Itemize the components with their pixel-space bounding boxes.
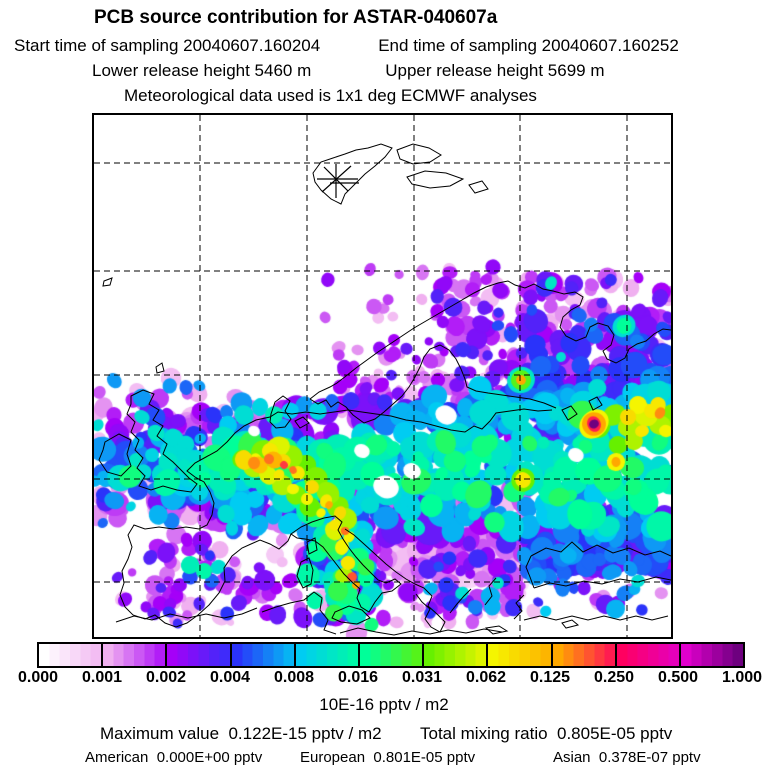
colorbar-segment: [486, 644, 551, 666]
coastline: [484, 577, 497, 606]
coastline: [309, 280, 671, 400]
colorbar-segment: [229, 644, 294, 666]
coastline: [530, 541, 671, 557]
coastline: [523, 615, 669, 621]
lower-release-text: Lower release height 5460 m: [92, 61, 312, 80]
colorbar-segment: [101, 644, 166, 666]
colorbar-units-label: 10E-16 pptv / m2: [319, 695, 449, 714]
sampling-times-line: Start time of sampling 20040607.160204 En…: [14, 36, 679, 56]
colorbar-segment: [293, 644, 358, 666]
coastline: [296, 557, 314, 589]
coastline: [406, 170, 465, 189]
colorbar-segment: [39, 644, 102, 666]
contribution-contour-field: [94, 115, 671, 637]
coastline: [396, 143, 442, 165]
map-overlay: [94, 115, 671, 637]
colorbar-tick-label: 0.500: [657, 669, 699, 686]
release-location-star-icon: [321, 165, 352, 193]
contour-map-frame: [92, 113, 673, 639]
coastline: [588, 396, 603, 411]
colorbar-segment: [614, 644, 679, 666]
colorbar-segment: [550, 644, 615, 666]
colorbar-tick-label: 0.004: [209, 669, 251, 686]
colorbar-segment: [422, 644, 487, 666]
coastline: [339, 627, 503, 636]
coastline: [484, 625, 509, 635]
colorbar-tick-label: 0.125: [529, 669, 571, 686]
coastline: [261, 591, 337, 635]
coastline: [309, 344, 557, 424]
colorbar-tick-label: 0.016: [337, 669, 379, 686]
met-data-line: Meteorological data used is 1x1 deg ECMW…: [124, 86, 537, 105]
colorbar-tick-label: 0.001: [81, 669, 123, 686]
colorbar-tick-label: 0.002: [145, 669, 187, 686]
colorbar: [37, 642, 745, 668]
colorbar-tick-label: 0.000: [17, 669, 59, 686]
total-mixing-ratio-text: Total mixing ratio 0.805E-05 pptv: [420, 724, 673, 743]
colorbar-tick-label: 0.062: [465, 669, 507, 686]
coastline: [312, 143, 393, 205]
coastline: [468, 180, 489, 194]
coastline: [98, 433, 132, 477]
coastline: [525, 555, 535, 589]
coastline: [449, 588, 472, 614]
colorbar-tick-label: 1.000: [721, 669, 763, 686]
coastline: [331, 605, 371, 625]
coastline: [306, 537, 318, 555]
coastline: [155, 362, 165, 374]
coastline: [344, 528, 446, 633]
coastline: [119, 408, 553, 628]
upper-release-text: Upper release height 5699 m: [385, 61, 605, 80]
coastline: [269, 395, 292, 429]
release-heights-line: Lower release height 5460 m Upper release…: [92, 61, 605, 81]
american-contribution-text: American 0.000E+00 pptv: [85, 749, 263, 766]
coastline: [115, 607, 258, 623]
coastline: [533, 576, 671, 589]
coastline: [561, 619, 580, 629]
colorbar-segment: [678, 644, 744, 666]
coastline: [102, 277, 113, 287]
coastline: [294, 416, 310, 429]
coastline: [290, 515, 402, 613]
colorbar-tick-labels: 0.000 0.001 0.002 0.004 0.008 0.016 0.031 0.062…: [0, 669, 768, 687]
colorbar-tick-label: 0.250: [593, 669, 635, 686]
colorbar-segment: [357, 644, 423, 666]
coastline: [126, 389, 198, 493]
coastline: [513, 594, 525, 620]
colorbar-tick-label: 0.031: [401, 669, 443, 686]
end-time-text: End time of sampling 20040607.160252: [378, 36, 679, 55]
european-contribution-text: European 0.801E-05 pptv: [300, 749, 476, 766]
page-title: PCB source contribution for ASTAR-040607…: [94, 7, 498, 28]
start-time-text: Start time of sampling 20040607.160204: [14, 36, 321, 55]
coastline: [561, 405, 578, 421]
asian-contribution-text: Asian 0.378E-07 pptv: [553, 749, 701, 766]
colorbar-tick-label: 0.008: [273, 669, 315, 686]
maximum-value-text: Maximum value 0.122E-15 pptv / m2: [100, 724, 382, 743]
colorbar-segment: [165, 644, 230, 666]
